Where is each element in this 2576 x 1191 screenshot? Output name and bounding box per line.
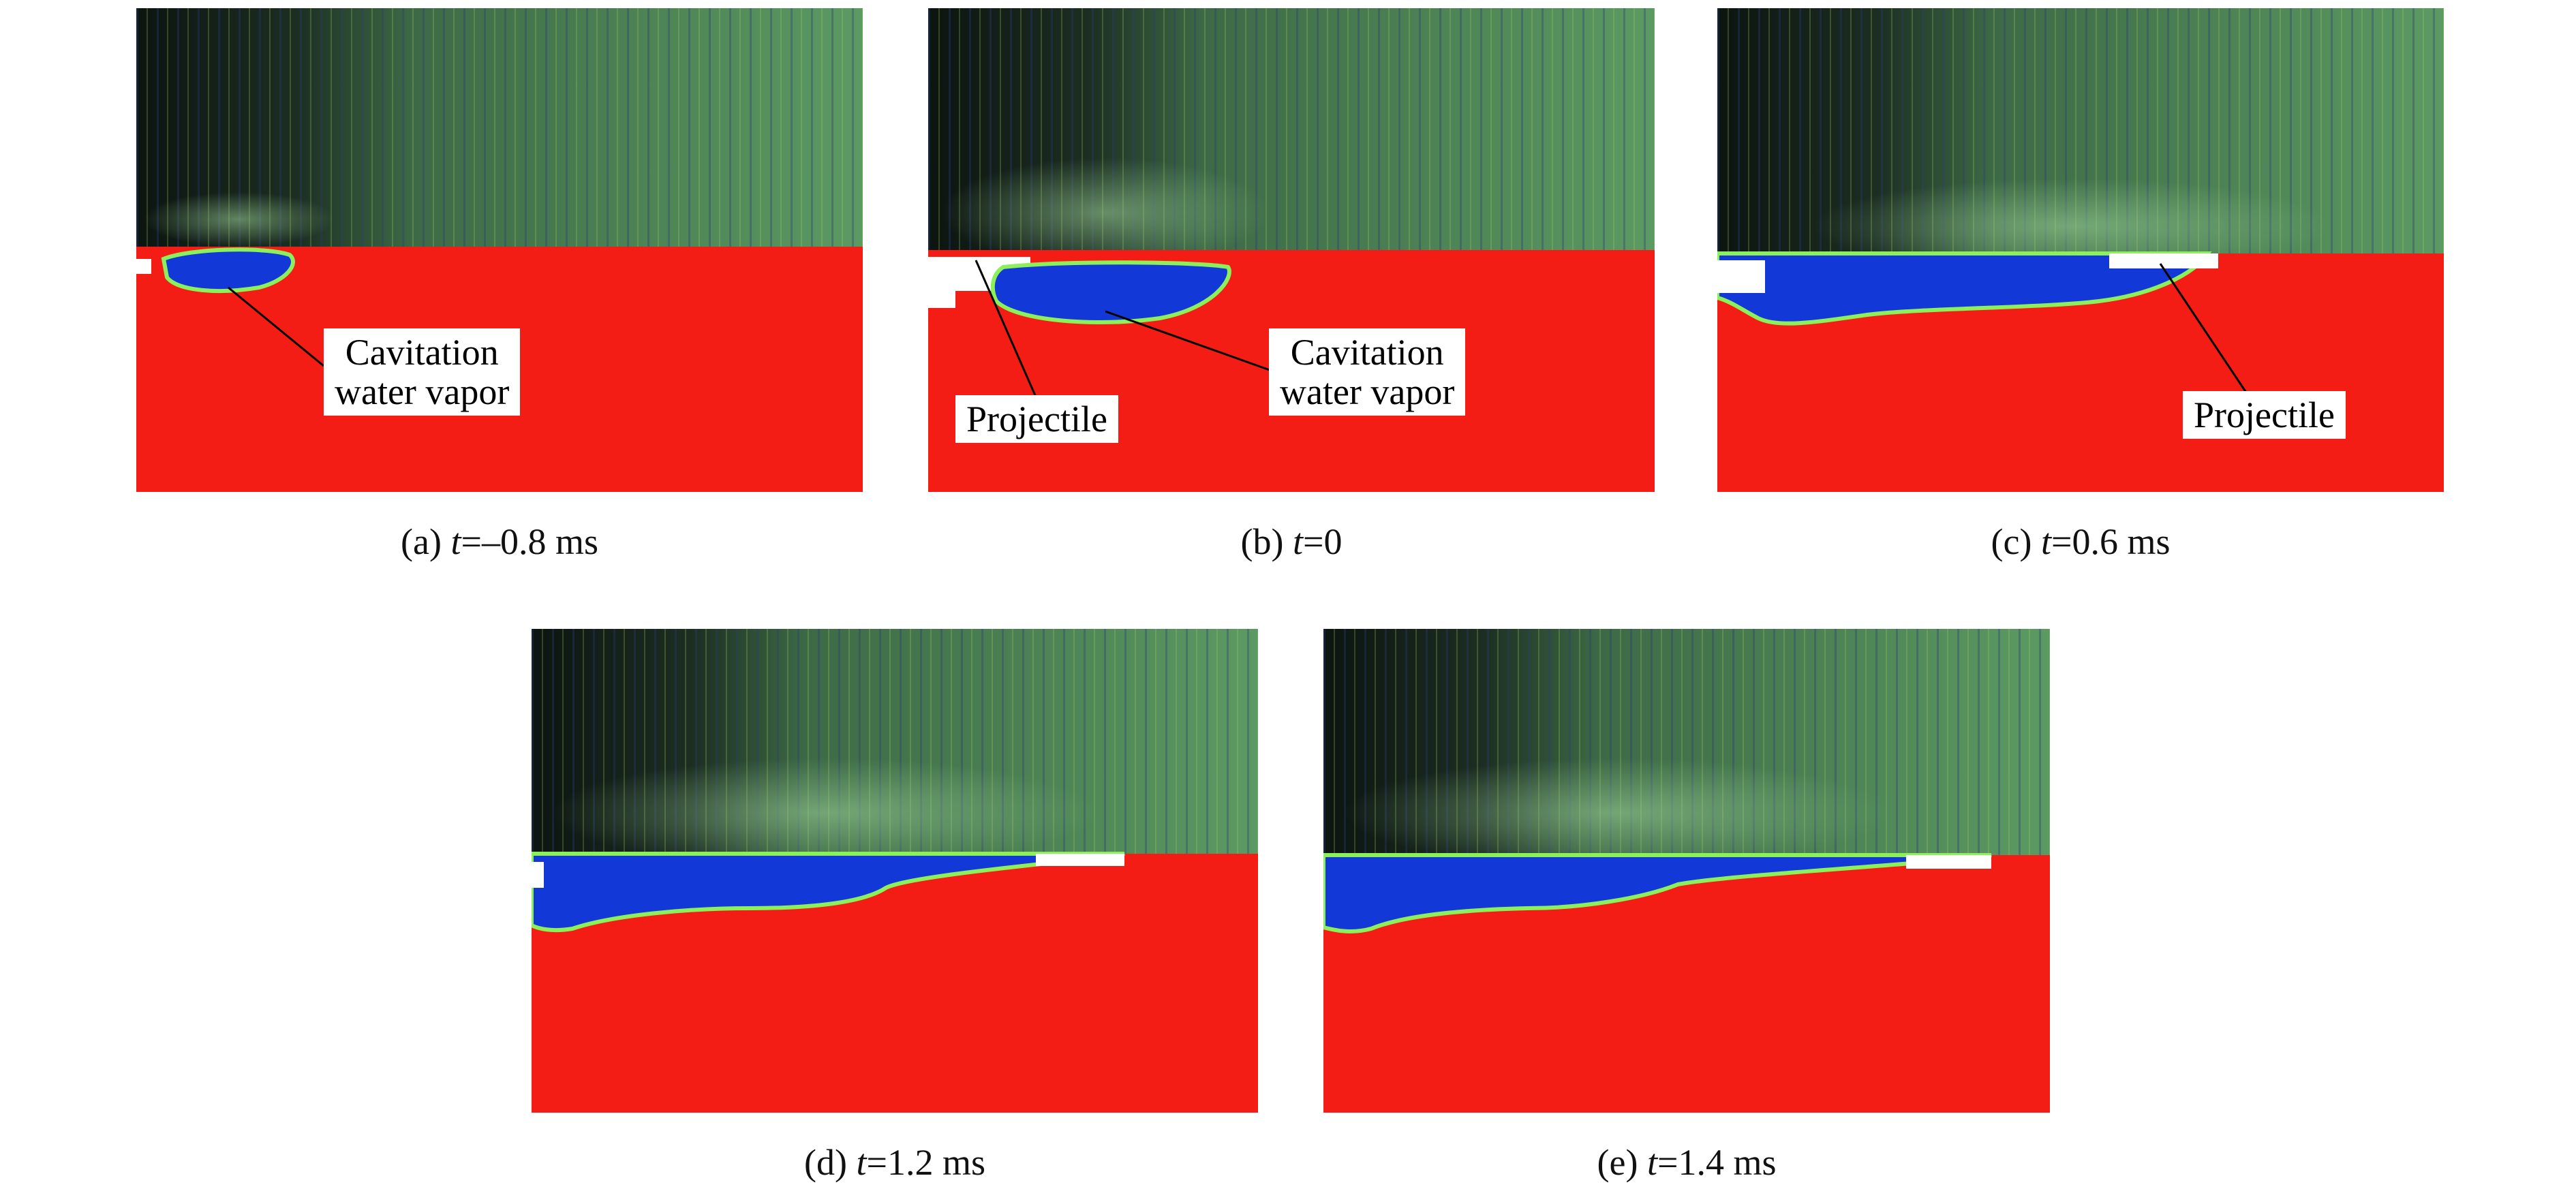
panel-a: Cavitation water vapor	[136, 8, 863, 492]
panel-c-image	[1717, 8, 2444, 492]
panel-d	[532, 629, 1258, 1113]
caption-d: (d) t=1.2 ms	[804, 1142, 985, 1183]
panel-a-image	[136, 8, 863, 492]
caption-a: (a) t=–0.8 ms	[401, 521, 598, 562]
label-projectile: Projectile	[2183, 391, 2346, 439]
panel-c: Projectile	[1717, 8, 2444, 492]
caption-e: (e) t=1.4 ms	[1597, 1142, 1777, 1183]
panel-e-image	[1323, 629, 2050, 1113]
panel-b-image	[928, 8, 1655, 492]
label-projectile: Projectile	[955, 395, 1118, 443]
caption-b: (b) t=0	[1240, 521, 1343, 562]
label-cavitation-water-vapor: Cavitation water vapor	[1269, 328, 1466, 416]
label-cavitation-water-vapor: Cavitation water vapor	[324, 328, 521, 416]
panel-b: Projectile Cavitation water vapor	[928, 8, 1655, 492]
caption-c: (c) t=0.6 ms	[1991, 521, 2171, 562]
panel-e	[1323, 629, 2050, 1113]
panel-d-image	[532, 629, 1258, 1113]
